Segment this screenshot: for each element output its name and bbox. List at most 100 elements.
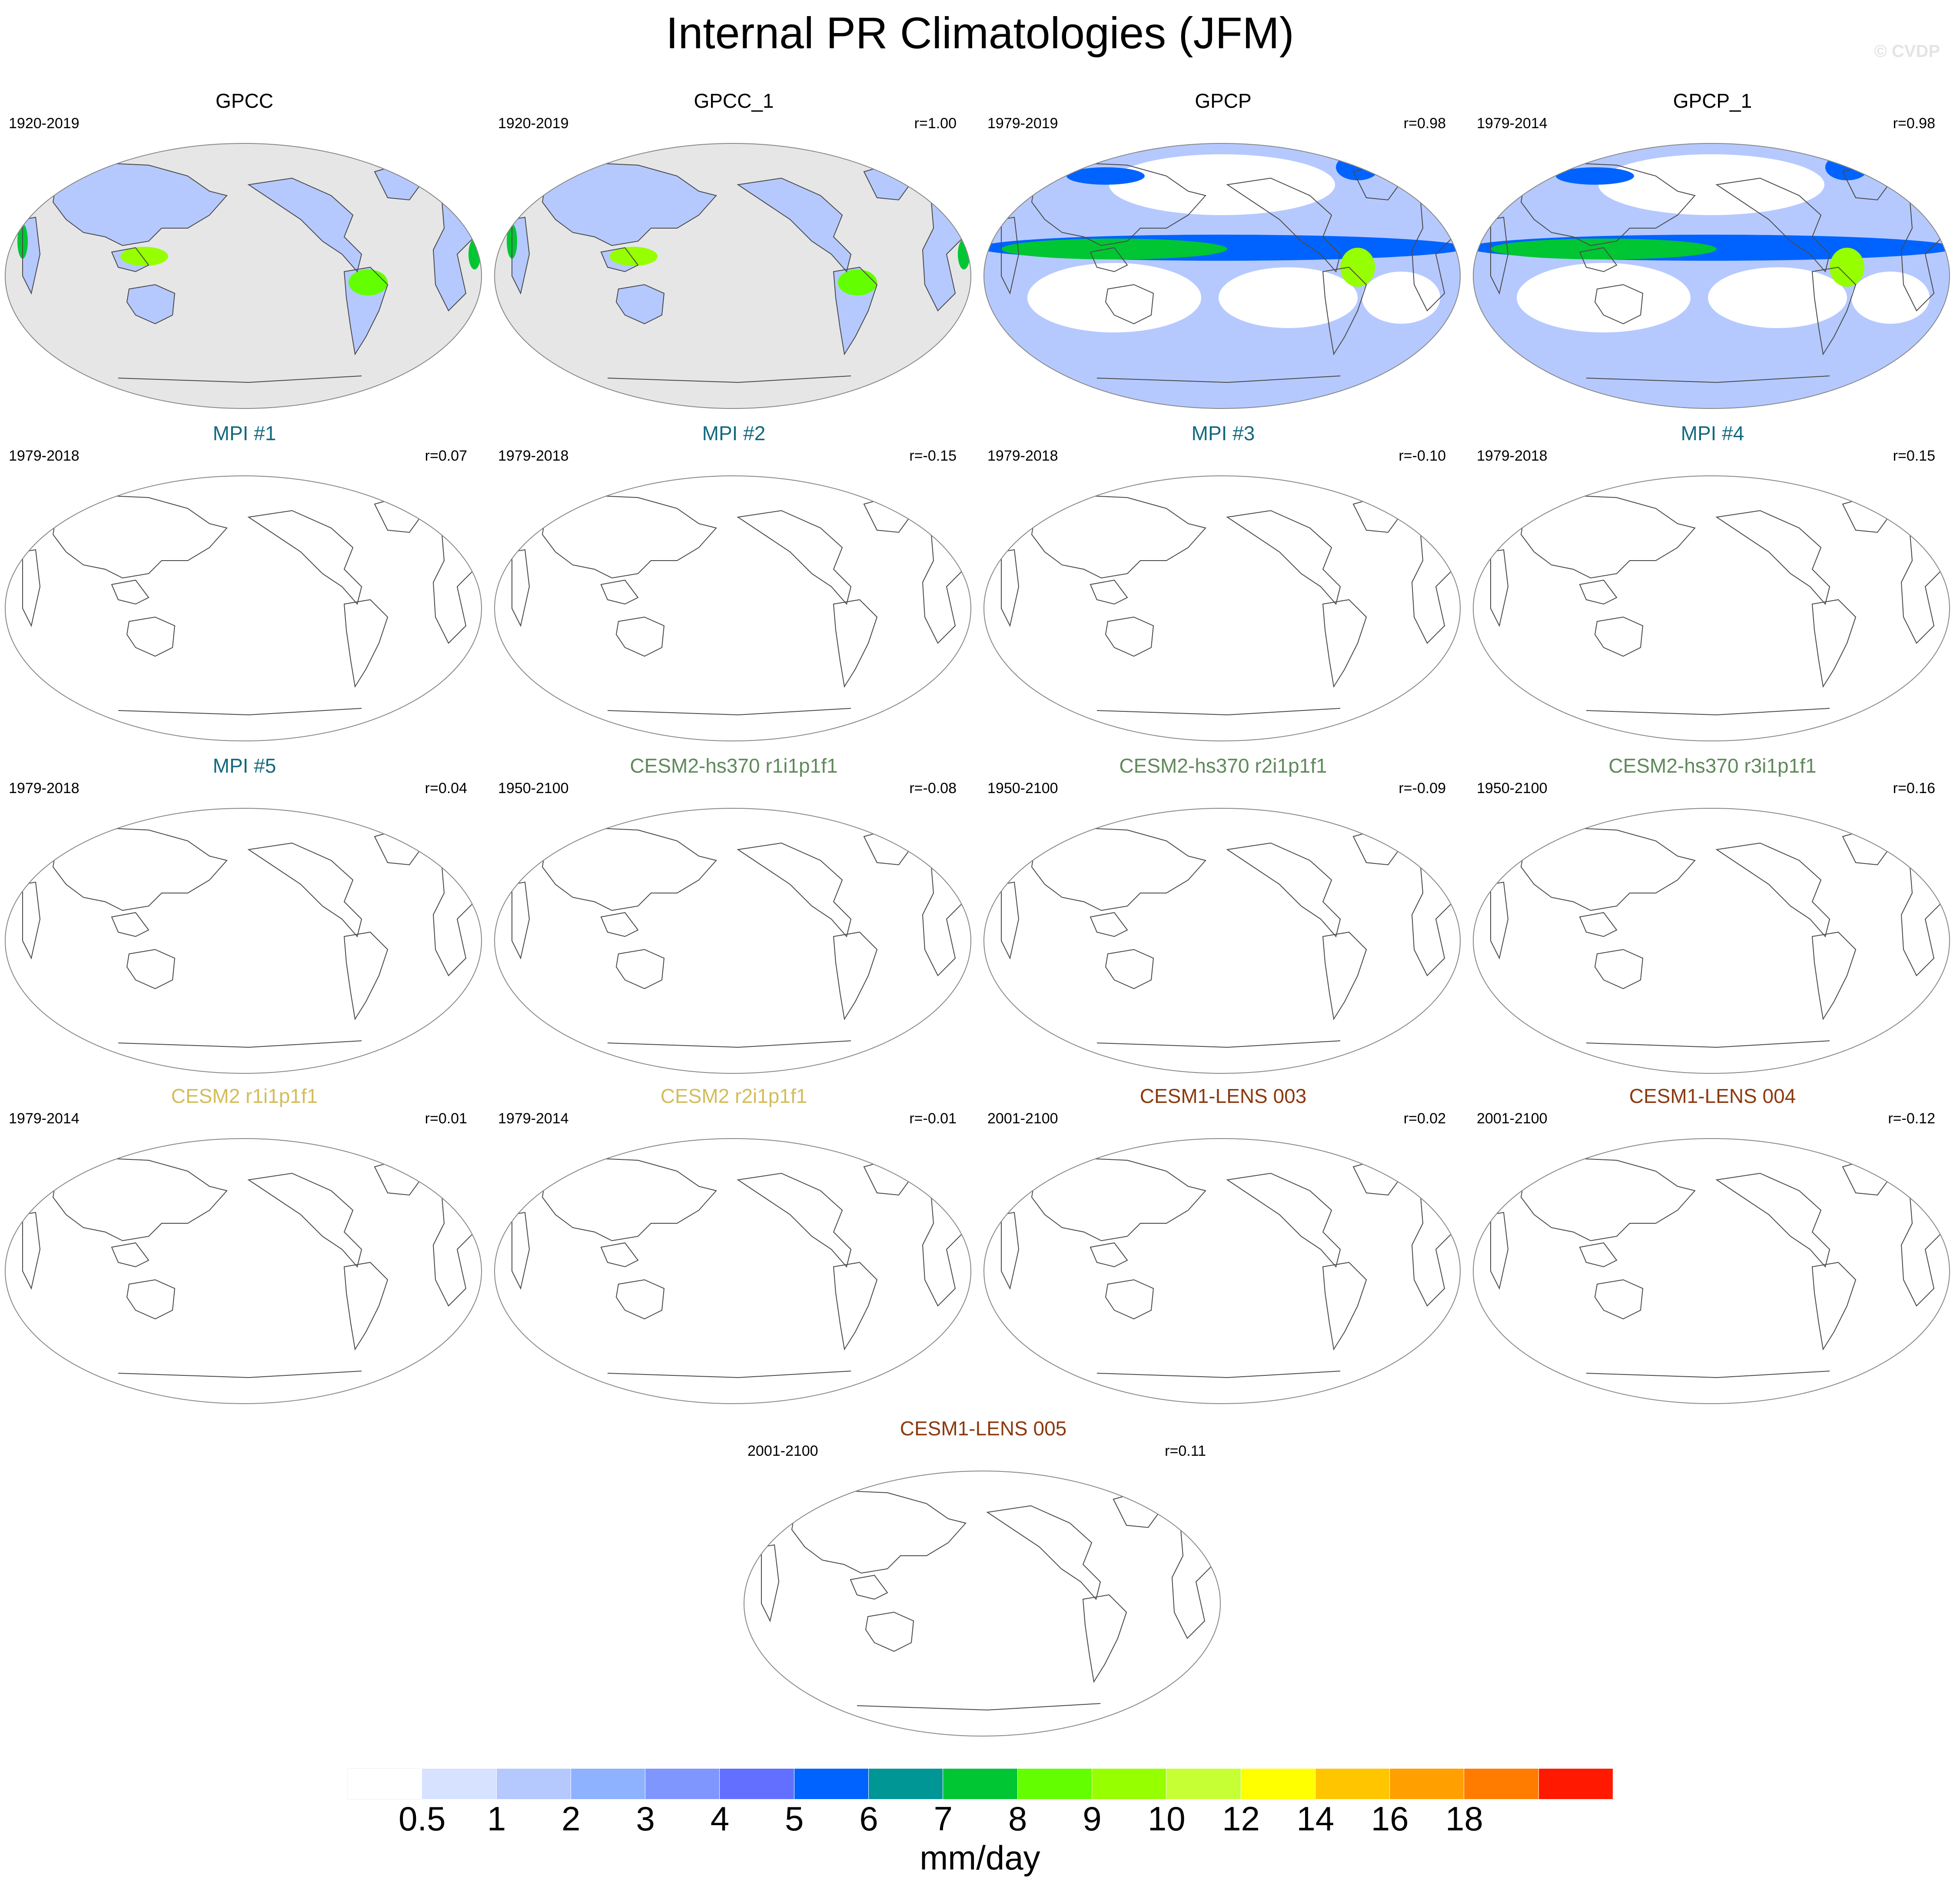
coastline — [1490, 1212, 1509, 1290]
coastline — [1105, 284, 1154, 325]
precip-max-region — [838, 269, 877, 296]
panel-period: 1920-2019 — [498, 115, 569, 132]
coastline — [1082, 1594, 1127, 1683]
map-panel: CESM2 r2i1p1f1 1979-2014 r=-0.01 — [489, 1084, 978, 1414]
coastline — [986, 1505, 1101, 1600]
panel-period: 1979-2018 — [498, 448, 569, 464]
coastline — [1811, 266, 1857, 355]
panel-period: 1979-2018 — [9, 448, 80, 464]
precip-contour-region — [1109, 154, 1335, 215]
colorbar-box — [720, 1769, 794, 1799]
coastline — [850, 1574, 888, 1600]
map-border — [1473, 143, 1950, 409]
coastline — [1520, 827, 1696, 911]
panel-correlation: r=-0.09 — [1399, 780, 1446, 797]
coastline — [737, 510, 852, 605]
map-border — [983, 475, 1461, 741]
map-background — [495, 143, 971, 408]
coastline — [1322, 266, 1367, 355]
panel-period: 1979-2014 — [9, 1110, 80, 1127]
colorbar-box — [1017, 1769, 1092, 1799]
panel-period: 1979-2014 — [498, 1110, 569, 1127]
colorbar-tick-label: 12 — [1222, 1800, 1260, 1838]
colorbar-tick-label: 2 — [561, 1800, 581, 1838]
coastline — [833, 931, 878, 1020]
coastline — [615, 1279, 665, 1320]
colorbar-box — [1464, 1769, 1539, 1799]
panel-period: 2001-2100 — [1477, 1110, 1548, 1127]
panel-correlation: r=0.02 — [1403, 1110, 1446, 1127]
coastline — [1001, 216, 1020, 295]
map-border — [1473, 808, 1950, 1074]
panel-title: CESM2-hs370 r2i1p1f1 — [1119, 754, 1327, 777]
coastline — [615, 949, 665, 989]
map-border — [494, 143, 971, 409]
coastline — [1490, 216, 1509, 295]
coastline — [1579, 247, 1618, 272]
coastline — [52, 827, 228, 911]
coastline — [52, 495, 228, 579]
coastline — [1322, 931, 1367, 1020]
panel-correlation: r=-0.15 — [909, 448, 957, 464]
map-border — [494, 1138, 971, 1404]
coastline — [737, 177, 852, 273]
coastline — [512, 1212, 530, 1290]
coastline — [541, 827, 717, 911]
coastline — [1594, 616, 1644, 657]
coastline — [52, 1157, 228, 1242]
colorbar-tick-label: 7 — [933, 1800, 953, 1838]
colorbar-tick-label: 0.5 — [399, 1800, 446, 1838]
panel-title: MPI #1 — [213, 422, 276, 445]
robinson-map — [983, 475, 1461, 741]
panel-title: CESM2-hs370 r1i1p1f1 — [630, 754, 838, 777]
precip-contour-region — [1362, 272, 1440, 324]
colorbar-box — [1166, 1769, 1241, 1799]
coastline — [607, 375, 851, 383]
coastline — [833, 599, 878, 688]
coastline — [1715, 1172, 1830, 1268]
colorbar-units: mm/day — [920, 1839, 1040, 1877]
map-border — [5, 808, 482, 1074]
panel-title: CESM1-LENS 004 — [1629, 1085, 1796, 1107]
colorbar-tick-label: 16 — [1371, 1800, 1409, 1838]
panel-correlation: r=-0.10 — [1399, 448, 1446, 464]
robinson-map — [1473, 475, 1950, 741]
map-background — [984, 476, 1460, 741]
coastline — [600, 579, 639, 605]
coastline — [607, 1371, 851, 1378]
coastline — [1586, 708, 1830, 716]
coastline — [1105, 616, 1154, 657]
coastline — [343, 599, 389, 688]
robinson-map — [1473, 808, 1950, 1074]
map-background — [5, 143, 482, 408]
precip-contour-region — [1598, 154, 1824, 215]
colorbar-tick-label: 8 — [1008, 1800, 1027, 1838]
robinson-map — [5, 1138, 482, 1404]
precip-contour-region — [1517, 263, 1691, 332]
coastline — [1594, 949, 1644, 989]
panel-title: CESM2-hs370 r3i1p1f1 — [1608, 754, 1817, 777]
coastline — [22, 1212, 41, 1290]
coastline — [111, 912, 149, 937]
panel-title: CESM1-LENS 005 — [900, 1417, 1067, 1440]
precip-max-region — [120, 247, 168, 266]
panel-title: CESM2 r1i1p1f1 — [171, 1085, 318, 1107]
coastline — [1579, 579, 1618, 605]
coastline — [512, 881, 530, 960]
colorbar-box — [1390, 1769, 1465, 1799]
coastline — [1520, 1157, 1696, 1242]
colorbar-box — [943, 1769, 1018, 1799]
colorbar — [347, 1768, 1614, 1800]
panel-period: 1979-2019 — [987, 115, 1058, 132]
map-panel: MPI #2 1979-2018 r=-0.15 — [489, 422, 978, 752]
coastline — [541, 495, 717, 579]
precip-max-region — [349, 269, 388, 296]
coastline — [1031, 1157, 1206, 1242]
map-panel: MPI #5 1979-2018 r=0.04 — [0, 754, 489, 1084]
coastline — [1520, 495, 1696, 579]
colorbar-box — [1241, 1769, 1316, 1799]
robinson-map — [983, 1138, 1461, 1404]
coastline — [615, 616, 665, 657]
coastline — [1579, 1242, 1618, 1268]
robinson-map — [494, 808, 971, 1074]
